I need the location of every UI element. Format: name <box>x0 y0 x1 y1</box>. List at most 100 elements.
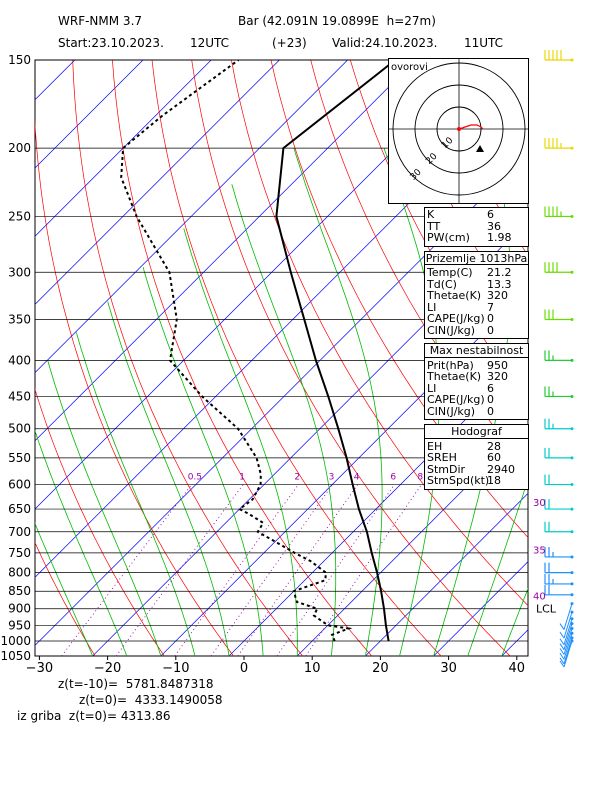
wind-barb <box>544 521 574 534</box>
isotherm-line <box>35 60 280 305</box>
index-row: PW(cm) 1.98 <box>427 232 526 244</box>
pressure-tick-label: 1050 <box>0 649 31 663</box>
index-box-title: Max nestabilnost <box>425 345 528 358</box>
dewpoint-profile <box>120 60 353 642</box>
index-value: 0 <box>487 393 494 406</box>
moist-adiabat-line <box>142 266 264 656</box>
temperature-tick-label: 0 <box>240 661 248 676</box>
wind-barb <box>544 546 574 559</box>
forecast-lead: (+23) <box>272 36 307 50</box>
pressure-tick-label: 550 <box>8 451 31 465</box>
index-row: SREH 60 <box>427 452 526 464</box>
wind-barb <box>544 138 574 150</box>
pressure-tick-label: 950 <box>8 618 31 632</box>
mixing-ratio-line <box>305 484 422 656</box>
sounding-profiles <box>120 60 396 642</box>
pressure-tick-label: 900 <box>8 602 31 616</box>
moist-adiabat-line <box>467 478 528 656</box>
hodograph-ring <box>392 62 526 196</box>
isotherm-line <box>570 60 600 656</box>
index-row: StmSpd(kt) 18 <box>427 475 526 487</box>
pressure-tick-label: 700 <box>8 525 31 539</box>
wind-barb <box>559 602 574 630</box>
index-row: Td(C) 13.3 <box>427 277 526 291</box>
index-value: 320 <box>487 370 508 383</box>
index-label: LI <box>427 381 437 395</box>
index-box-title: Hodograf <box>425 426 528 439</box>
moist-adiabat-line <box>501 587 528 656</box>
pressure-tick-label: 200 <box>8 141 31 155</box>
moist-adiabat-line <box>35 522 94 656</box>
index-row: CIN(J/kg) 0 <box>427 324 526 337</box>
hodograph-ring <box>414 84 504 174</box>
index-row: Thetae(K) 320 <box>427 371 526 383</box>
mixing-ratio-line <box>115 484 244 656</box>
stability-index-panels: K 6 TT 36 PW(cm) 1.98 Prizemlje 1013hPa Temp(C)… <box>424 207 529 494</box>
mixing-ratio-line <box>61 484 193 656</box>
wind-barb <box>544 262 574 274</box>
pressure-tick-label: 150 <box>8 53 31 67</box>
temperature-tick-label: −10 <box>162 661 189 676</box>
hodograph-ring <box>436 106 482 152</box>
wind-barb <box>544 474 574 487</box>
index-label: EH <box>427 439 443 453</box>
temperature-tick-label: 20 <box>372 661 389 676</box>
isotherm-line <box>35 60 417 442</box>
index-label: Thetae(K) <box>427 370 482 383</box>
mixing-ratio-label: 2 <box>294 473 300 483</box>
mixing-ratio-label: 3 <box>329 473 335 483</box>
height-marker-label: 40 <box>533 592 546 603</box>
pressure-tick-label: 600 <box>8 478 31 492</box>
index-row: CIN(J/kg) 0 <box>427 405 526 418</box>
mixing-ratio-label: 8 <box>417 473 423 483</box>
index-value: 0 <box>487 312 494 325</box>
temperature-tick-label: 30 <box>440 661 457 676</box>
index-box: K 6 TT 36 PW(cm) 1.98 <box>424 207 529 247</box>
hodograph-curve <box>458 124 484 130</box>
index-value: 1.98 <box>487 231 512 244</box>
wind-barb <box>559 622 574 650</box>
temperature-tick-label: 10 <box>304 661 321 676</box>
wind-barb <box>544 350 574 362</box>
isotherm-line <box>35 60 348 374</box>
temperature-tick-label: 40 <box>509 661 526 676</box>
moist-adiabat-line <box>183 228 298 656</box>
index-value: 13.3 <box>487 277 512 291</box>
index-value: 21.2 <box>487 266 512 279</box>
pressure-tick-label: 850 <box>8 584 31 598</box>
mixing-ratio-label: 4 <box>354 473 360 483</box>
isotherm-line <box>35 60 144 169</box>
dry-adiabat-line <box>588 60 600 656</box>
dry-adiabat-line <box>35 118 234 656</box>
pressure-tick-label: 450 <box>8 389 31 403</box>
index-label: Td(C) <box>427 277 457 291</box>
run-start: Start:23.10.2023. <box>58 36 164 50</box>
height-marker-label: 35 <box>533 546 546 557</box>
index-label: LI <box>427 300 437 314</box>
isotherm-line <box>160 288 528 656</box>
index-label: StmSpd(kt) <box>427 474 490 487</box>
run-start-hour: 12UTC <box>190 36 230 50</box>
wind-barb <box>544 584 574 597</box>
index-row: LI 7 <box>427 300 526 314</box>
wind-barb <box>544 206 574 218</box>
moist-adiabat-line <box>75 332 196 656</box>
index-value: 28 <box>487 439 501 453</box>
wind-barb <box>559 626 574 655</box>
hodograph-title: ovorovi <box>391 62 428 73</box>
height-from-grib: iz griba z(t=0)= 4313.86 <box>17 709 171 723</box>
isotherm-line <box>35 60 485 510</box>
mixing-ratio-line <box>237 484 359 656</box>
index-label: StmDir <box>427 462 466 476</box>
height-marker-label: 30 <box>533 498 546 509</box>
moist-adiabat-line <box>231 184 337 656</box>
index-value: 7 <box>487 300 494 314</box>
index-value: 6 <box>487 208 494 221</box>
index-row: CAPE(J/kg) 0 <box>427 313 526 325</box>
wind-barb <box>544 386 574 398</box>
wind-barb <box>544 499 574 511</box>
index-value: 950 <box>487 358 508 372</box>
wind-barb <box>559 639 574 668</box>
storm-motion-marker <box>476 145 484 152</box>
